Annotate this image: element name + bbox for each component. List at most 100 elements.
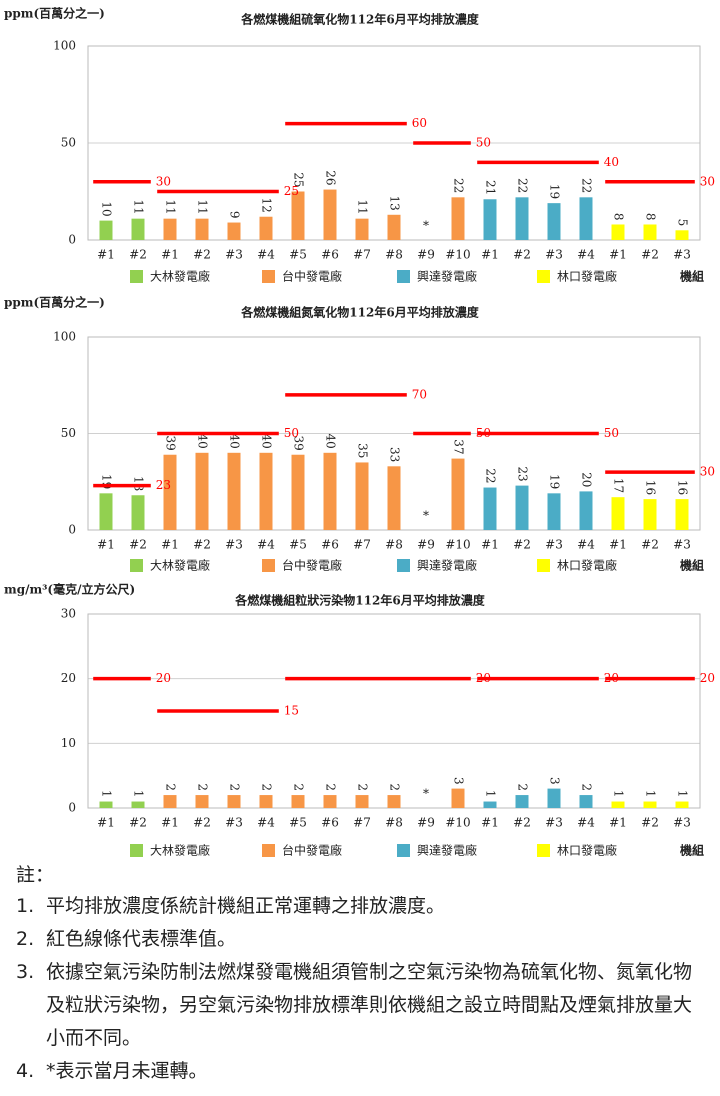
bar xyxy=(131,218,145,240)
bar xyxy=(675,230,689,240)
bar xyxy=(483,199,497,240)
chart: 各燃煤機組氮氧化物112年6月平均排放濃度 ppm(百萬分之一) 0 50 100 #1 #… xyxy=(4,295,715,573)
bar xyxy=(323,795,337,808)
x-tick-label: #5 xyxy=(289,816,307,830)
legend-swatch xyxy=(397,270,410,283)
value-label: 2 xyxy=(516,783,530,791)
note-number: 3. xyxy=(16,961,35,983)
value-label: 2 xyxy=(388,783,402,791)
value-label: 19 xyxy=(548,184,562,199)
y-axis-title: mg/m³(毫克/立方公尺) xyxy=(4,582,135,597)
x-tick-label: #4 xyxy=(257,816,275,830)
bar xyxy=(675,801,689,808)
x-tick-label: #1 xyxy=(97,538,115,552)
bar xyxy=(291,454,305,530)
value-label: 2 xyxy=(260,783,274,791)
x-tick-label: #2 xyxy=(193,538,211,552)
x-tick-label: #4 xyxy=(257,538,275,552)
note-number: 2. xyxy=(16,928,35,950)
bar xyxy=(259,216,273,240)
note-item: 1. 平均排放濃度係統計機組正常運轉之排放濃度。 xyxy=(0,890,720,923)
chart-title: 各燃煤機組硫氧化物112年6月平均排放濃度 xyxy=(240,12,479,27)
value-label: 9 xyxy=(228,211,242,219)
legend-label: 大林發電廠 xyxy=(150,843,210,858)
limit-label: 15 xyxy=(284,704,299,718)
x-axis-title: 機組 xyxy=(680,558,704,573)
value-label: 40 xyxy=(324,434,338,449)
x-tick-label: #1 xyxy=(481,248,499,262)
value-label: 2 xyxy=(324,783,338,791)
note-text: 紅色線條代表標準值。 xyxy=(46,928,237,950)
y-tick-label: 0 xyxy=(68,801,76,815)
bar xyxy=(195,452,209,530)
x-tick-label: #6 xyxy=(321,816,339,830)
bar xyxy=(515,795,529,808)
bar xyxy=(611,801,625,808)
legend-label: 台中發電廠 xyxy=(282,269,342,284)
bar xyxy=(227,452,241,530)
limit-label: 60 xyxy=(412,116,427,130)
notes: 註： 1. 平均排放濃度係統計機組正常運轉之排放濃度。 2. 紅色線條代表標準值。 … xyxy=(0,860,720,1088)
value-label: 2 xyxy=(164,783,178,791)
x-tick-label: #1 xyxy=(97,816,115,830)
limit-label: 30 xyxy=(156,174,171,188)
value-label: 12 xyxy=(260,197,274,212)
x-tick-label: #3 xyxy=(545,816,563,830)
bar xyxy=(195,218,209,240)
bar xyxy=(451,197,465,240)
x-tick-label: #5 xyxy=(289,538,307,552)
value-label: 35 xyxy=(356,443,370,458)
value-label: 26 xyxy=(324,170,338,185)
value-label: 22 xyxy=(452,178,466,193)
chart: 各燃煤機組硫氧化物112年6月平均排放濃度 ppm(百萬分之一) 0 50 100 #1 #… xyxy=(4,6,715,284)
legend-label: 林口發電廠 xyxy=(557,843,617,858)
x-tick-label: #7 xyxy=(353,248,371,262)
value-label: 2 xyxy=(356,783,370,791)
legend-label: 興達發電廠 xyxy=(417,558,477,573)
legend-swatch xyxy=(262,270,275,283)
x-axis-title: 機組 xyxy=(680,269,704,284)
value-label: 39 xyxy=(292,435,306,450)
x-tick-label: #4 xyxy=(577,248,595,262)
bar xyxy=(163,218,177,240)
legend-swatch xyxy=(537,270,550,283)
bar xyxy=(259,452,273,530)
bar xyxy=(227,795,241,808)
legend-label: 林口發電廠 xyxy=(557,269,617,284)
bar xyxy=(579,197,593,240)
note-text: 依據空氣污染防制法燃煤發電機組須管制之空氣污染物為硫氧化物、氮氧化物及粒狀污染物… xyxy=(46,961,693,1049)
x-tick-label: #1 xyxy=(161,248,179,262)
x-axis-title: 機組 xyxy=(680,843,704,858)
note-item: 4. *表示當月未運轉。 xyxy=(0,1055,720,1088)
value-label: 13 xyxy=(388,195,402,210)
x-tick-label: #1 xyxy=(161,538,179,552)
x-tick-label: #2 xyxy=(193,248,211,262)
missing-mark: * xyxy=(423,509,429,523)
bar xyxy=(611,224,625,240)
value-label: 22 xyxy=(484,468,498,483)
value-label: 11 xyxy=(132,199,146,214)
legend-label: 大林發電廠 xyxy=(150,269,210,284)
y-tick-label: 100 xyxy=(53,39,76,53)
value-label: 40 xyxy=(260,434,274,449)
limit-label: 50 xyxy=(604,426,619,440)
legend-swatch xyxy=(130,270,143,283)
bar xyxy=(643,224,657,240)
value-label: 18 xyxy=(132,476,146,491)
value-label: 22 xyxy=(580,178,594,193)
x-tick-label: #2 xyxy=(129,248,147,262)
legend-label: 台中發電廠 xyxy=(282,843,342,858)
x-tick-label: #3 xyxy=(545,248,563,262)
legend-label: 台中發電廠 xyxy=(282,558,342,573)
missing-mark: * xyxy=(423,219,429,233)
y-tick-label: 50 xyxy=(61,136,76,150)
x-tick-label: #7 xyxy=(353,816,371,830)
bar xyxy=(611,497,625,530)
value-label: 3 xyxy=(548,777,562,785)
note-number: 4. xyxy=(16,1060,35,1082)
y-tick-label: 0 xyxy=(68,233,76,247)
y-axis-title: ppm(百萬分之一) xyxy=(4,295,105,310)
y-tick-label: 50 xyxy=(61,426,76,440)
value-label: 10 xyxy=(100,201,114,216)
